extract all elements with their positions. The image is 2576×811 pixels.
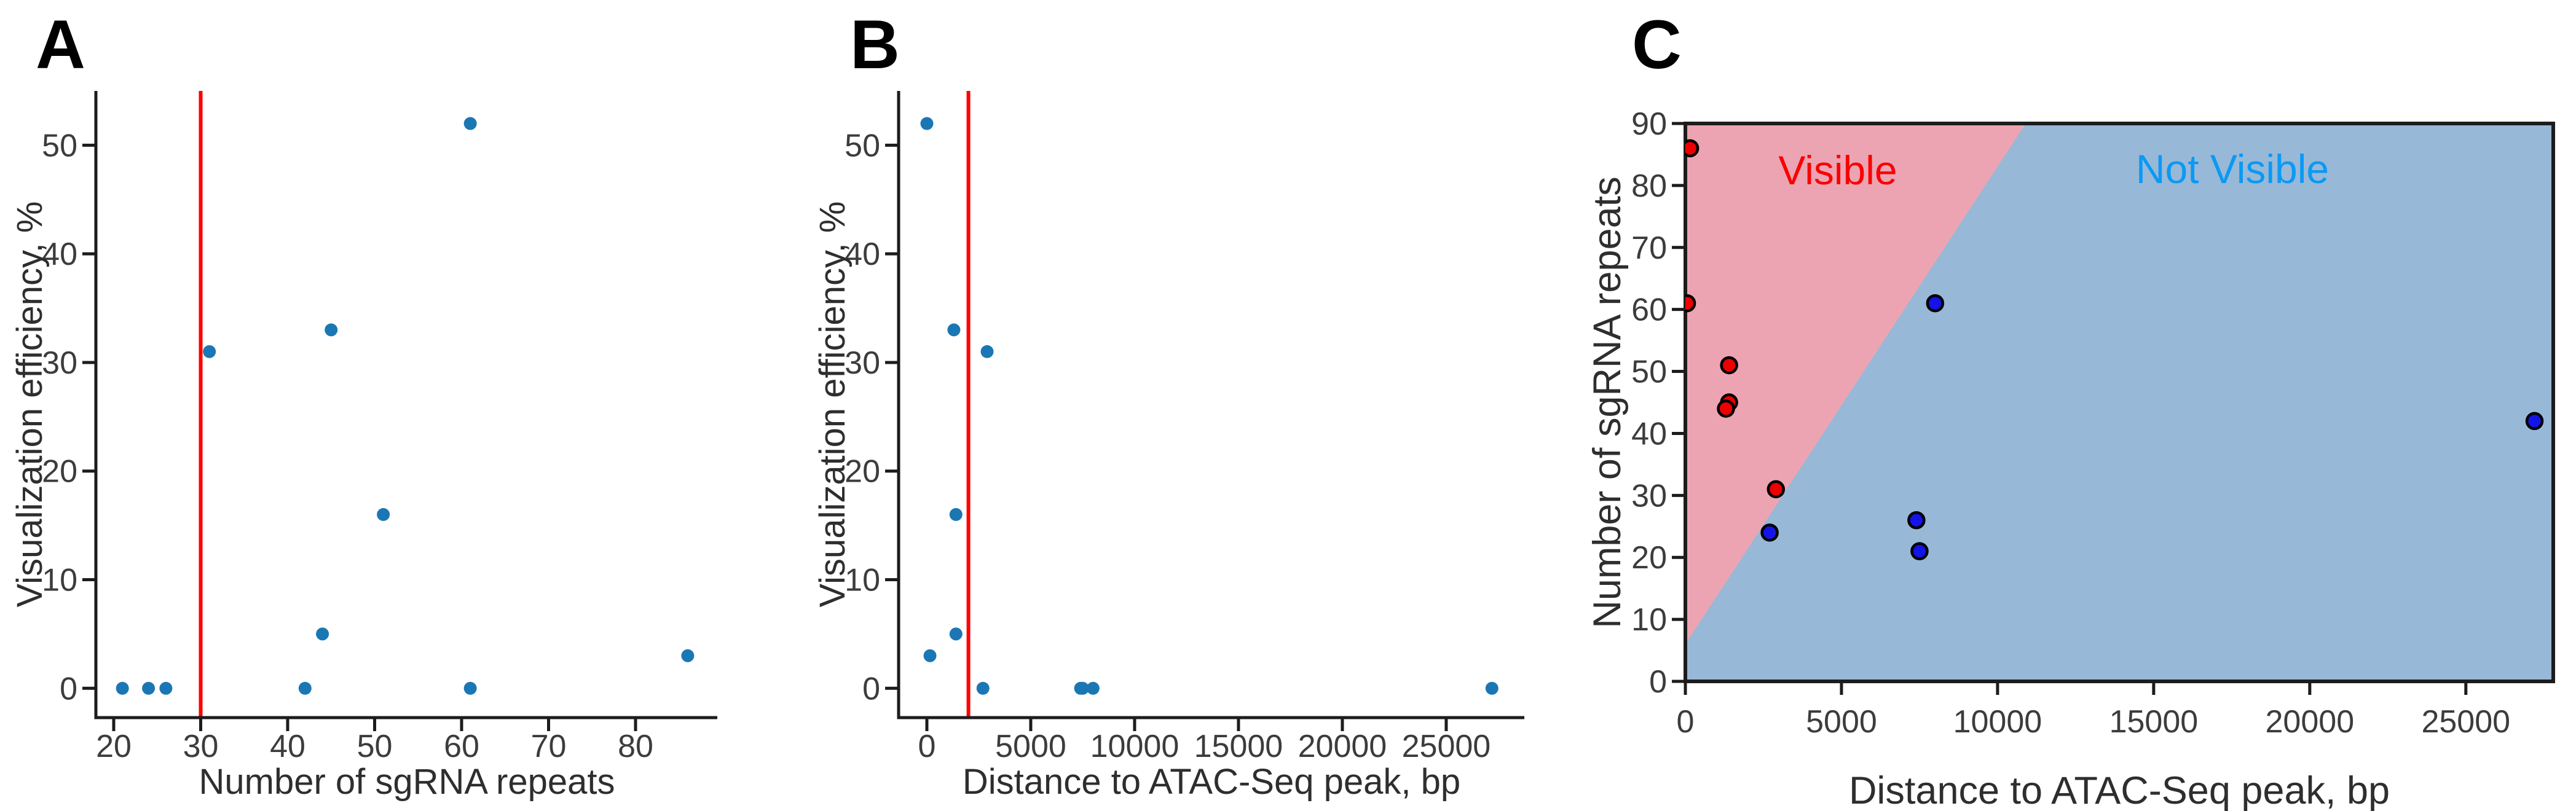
y-tick-label: 40 bbox=[1631, 416, 1667, 452]
data-point bbox=[1076, 681, 1089, 695]
data-point bbox=[203, 345, 216, 358]
y-tick-label: 10 bbox=[42, 562, 77, 598]
data-point bbox=[1760, 523, 1779, 542]
y-tick-label: 70 bbox=[1631, 230, 1667, 266]
y-tick-label: 0 bbox=[862, 671, 880, 707]
x-tick-label: 60 bbox=[444, 729, 479, 764]
data-point bbox=[1910, 542, 1929, 560]
data-point bbox=[298, 681, 312, 695]
data-points bbox=[116, 117, 695, 695]
y-tick-label: 60 bbox=[1631, 292, 1667, 328]
data-point bbox=[1926, 294, 1945, 313]
data-point bbox=[159, 681, 173, 695]
data-point bbox=[316, 627, 329, 641]
panel-c: C 0 5000 10000 15000 20000 25000 0 10 20 30 40 50 60… bbox=[1586, 6, 2555, 811]
data-point bbox=[1685, 139, 1700, 158]
data-point bbox=[377, 507, 390, 521]
data-point bbox=[920, 117, 934, 130]
region-label-not-visible: Not Visible bbox=[2136, 146, 2329, 192]
region-label-visible: Visible bbox=[1778, 147, 1897, 193]
data-point bbox=[976, 681, 990, 695]
y-tick-label: 0 bbox=[60, 671, 77, 707]
panel-a-letter: A bbox=[36, 6, 85, 83]
data-points bbox=[920, 117, 1499, 695]
x-tick-label: 80 bbox=[618, 729, 653, 764]
x-tick-label: 10000 bbox=[1953, 704, 2042, 740]
panel-c-plot: 0 5000 10000 15000 20000 25000 0 10 20 30 40 50 60 70… bbox=[1631, 106, 2555, 740]
x-tick-label: 50 bbox=[357, 729, 393, 764]
x-tick-label: 15000 bbox=[2109, 704, 2199, 740]
y-tick-label: 20 bbox=[845, 454, 880, 490]
data-point bbox=[1767, 480, 1786, 498]
data-point bbox=[1720, 356, 1738, 375]
y-tick-label: 20 bbox=[1631, 540, 1667, 576]
data-point bbox=[980, 345, 994, 358]
data-point bbox=[325, 323, 338, 337]
x-tick-label: 0 bbox=[918, 729, 936, 764]
x-tick-label: 20000 bbox=[1298, 729, 1387, 764]
x-tick-label: 5000 bbox=[995, 729, 1066, 764]
data-point bbox=[949, 627, 963, 641]
data-point bbox=[923, 649, 937, 662]
data-point bbox=[681, 649, 695, 662]
x-tick-label: 30 bbox=[183, 729, 219, 764]
y-tick-label: 0 bbox=[1649, 664, 1667, 700]
y-tick-label: 90 bbox=[1631, 106, 1667, 142]
x-tick-label: 40 bbox=[270, 729, 305, 764]
panel-c-x-axis-title: Distance to ATAC-Seq peak, bp bbox=[1849, 769, 2390, 811]
data-point bbox=[116, 681, 129, 695]
x-tick-label: 20000 bbox=[2266, 704, 2355, 740]
data-point bbox=[1907, 511, 1926, 530]
y-tick-label: 50 bbox=[42, 128, 77, 163]
y-tick-label: 30 bbox=[42, 345, 77, 381]
y-tick-label: 50 bbox=[1631, 355, 1667, 390]
y-tick-label: 20 bbox=[42, 454, 77, 490]
x-tick-label: 0 bbox=[1677, 704, 1695, 740]
panel-a-plot: 20 30 40 50 60 70 80 0 10 20 30 40 50 bbox=[42, 91, 717, 764]
data-point bbox=[1685, 294, 1696, 313]
data-points bbox=[1685, 139, 2544, 560]
data-point bbox=[2525, 412, 2544, 431]
data-point bbox=[463, 681, 477, 695]
data-point bbox=[1717, 399, 1735, 418]
data-point bbox=[1086, 681, 1100, 695]
y-tick-label: 30 bbox=[1631, 478, 1667, 514]
x-tick-label: 5000 bbox=[1806, 704, 1877, 740]
y-tick-label: 10 bbox=[845, 562, 880, 598]
data-point bbox=[463, 117, 477, 130]
x-tick-label: 25000 bbox=[1402, 729, 1491, 764]
y-tick-label: 40 bbox=[845, 237, 880, 272]
y-tick-label: 40 bbox=[42, 237, 77, 272]
panel-c-y-axis-title: Number of sgRNA repeats bbox=[1586, 176, 1629, 628]
panel-b-letter: B bbox=[850, 6, 900, 83]
region-visible-fill bbox=[1685, 123, 2026, 644]
x-tick-label: 10000 bbox=[1090, 729, 1180, 764]
panel-c-letter: C bbox=[1632, 6, 1682, 83]
panel-b: B 0 5000 10000 15000 20000 25000 0 10 20 30 40 50 D… bbox=[813, 6, 1524, 802]
data-point bbox=[947, 323, 961, 337]
y-tick-label: 50 bbox=[845, 128, 880, 163]
panel-b-x-axis-title: Distance to ATAC-Seq peak, bp bbox=[963, 762, 1460, 802]
panel-b-y-axis-title: Visualization efficiency, % bbox=[813, 202, 853, 608]
x-tick-label: 25000 bbox=[2421, 704, 2510, 740]
data-point bbox=[142, 681, 156, 695]
x-tick-label: 15000 bbox=[1194, 729, 1283, 764]
panel-b-plot: 0 5000 10000 15000 20000 25000 0 10 20 30 40 50 bbox=[845, 91, 1524, 764]
y-tick-label: 30 bbox=[845, 345, 880, 381]
panel-a-x-axis-title: Number of sgRNA repeats bbox=[199, 762, 615, 802]
y-tick-label: 10 bbox=[1631, 602, 1667, 638]
data-point bbox=[1485, 681, 1499, 695]
y-tick-label: 80 bbox=[1631, 168, 1667, 204]
panel-a-y-axis-title: Visualization efficiency, % bbox=[10, 202, 50, 608]
data-point bbox=[949, 507, 963, 521]
x-tick-label: 20 bbox=[96, 729, 132, 764]
plot-frame bbox=[1684, 122, 2555, 683]
x-tick-label: 70 bbox=[531, 729, 567, 764]
panel-a: A 20 30 40 50 60 70 80 0 10 20 30 40 50 Number of sg… bbox=[10, 6, 717, 802]
